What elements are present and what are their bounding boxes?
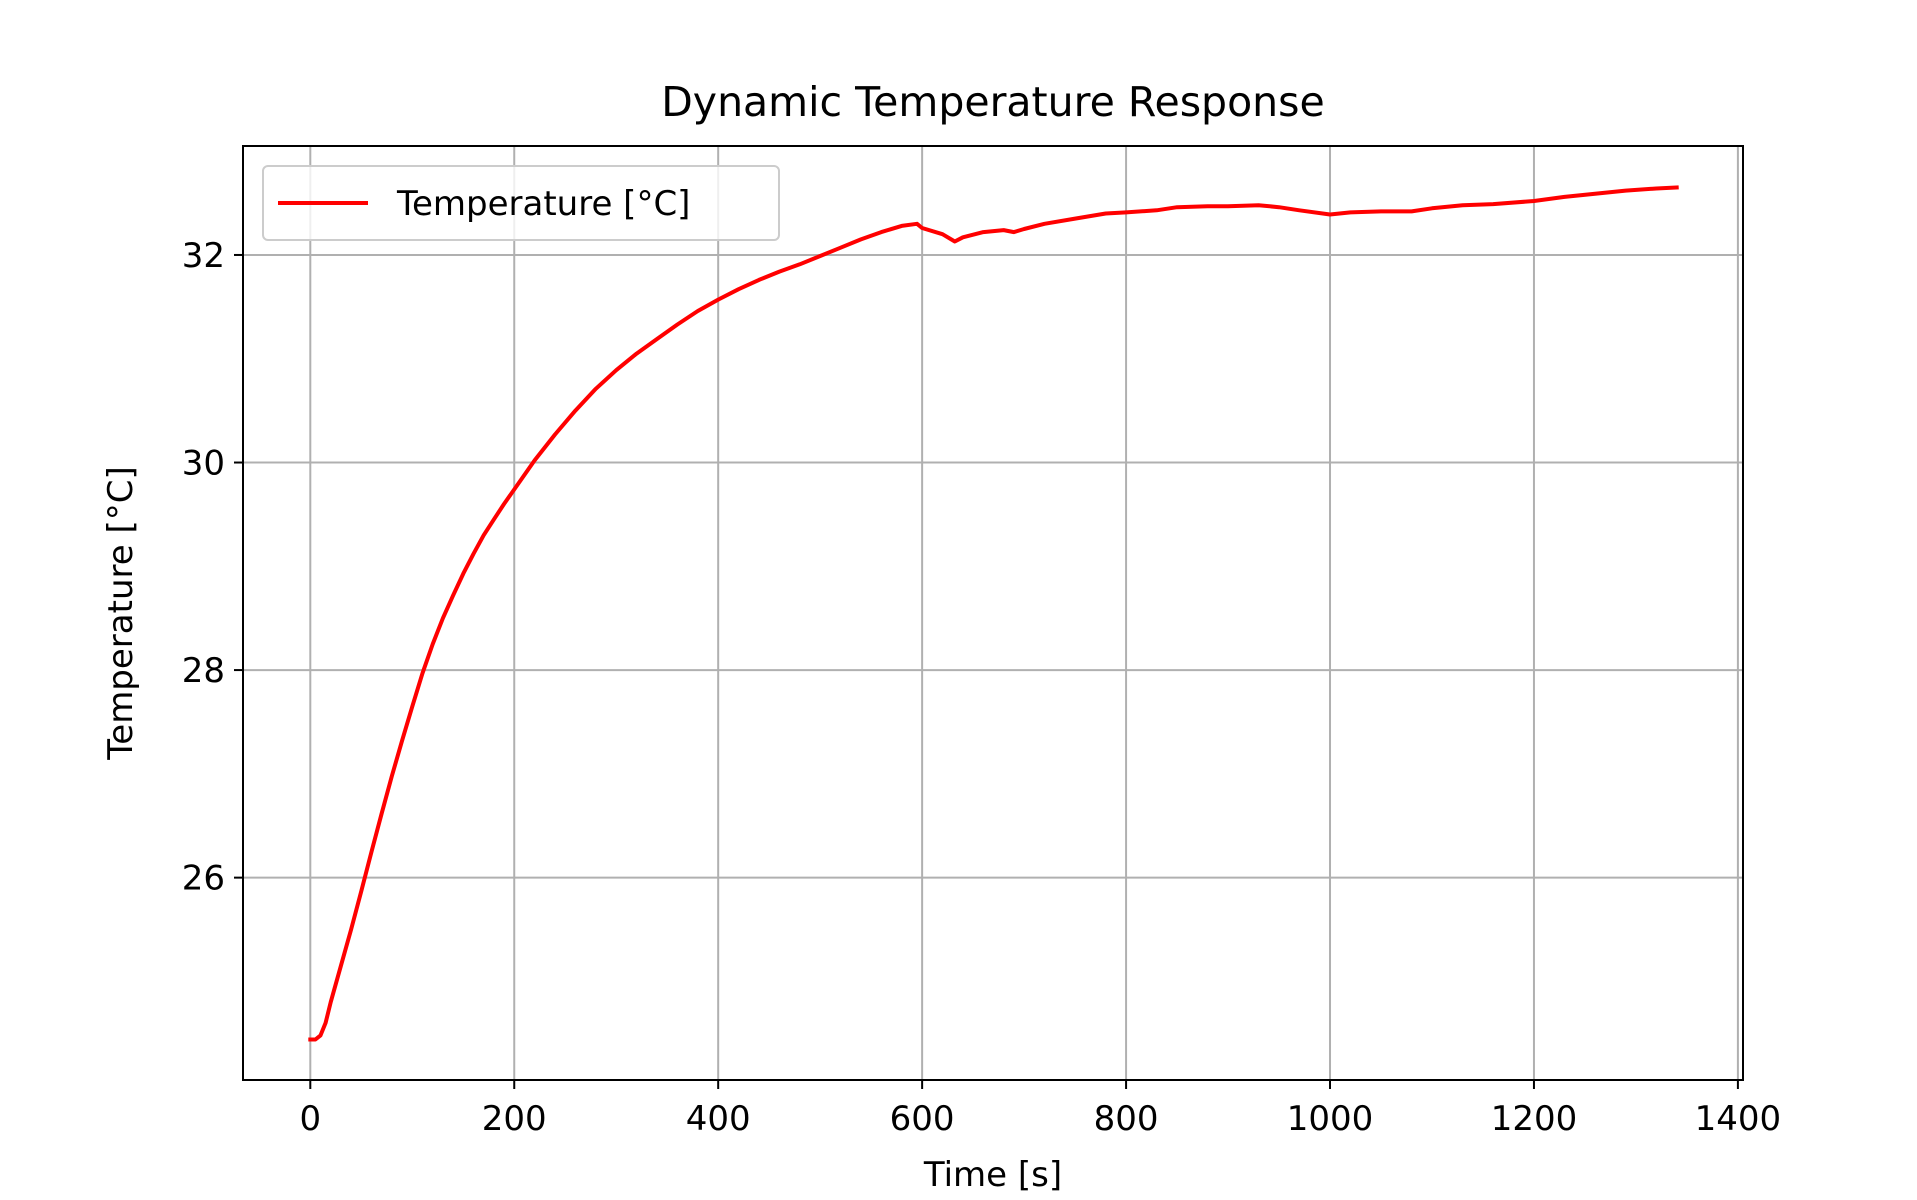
x-tick-label: 200 [482, 1099, 547, 1139]
x-tick-label: 0 [299, 1099, 321, 1139]
legend-label: Temperature [°C] [396, 184, 690, 224]
x-axis-label: Time [s] [923, 1155, 1062, 1195]
y-tick-label: 30 [182, 444, 225, 484]
axis-ticks: 0 200 400 600 800 1000 1200 1400 26 28 30 32 [182, 236, 1781, 1139]
legend-box [262, 165, 780, 241]
chart-title: Dynamic Temperature Response [661, 78, 1325, 126]
x-tick-label: 1000 [1287, 1099, 1374, 1139]
y-tick-label: 32 [182, 236, 225, 276]
temperature-series-line [308, 185, 1679, 1042]
x-tick-label: 1200 [1491, 1099, 1578, 1139]
y-tick-label: 26 [182, 859, 225, 899]
series-layer [308, 185, 1679, 1042]
y-tick-label: 28 [182, 651, 225, 691]
x-tick-label: 400 [686, 1099, 751, 1139]
y-axis-label: Temperature [°C] [101, 466, 141, 760]
x-tick-label: 600 [890, 1099, 955, 1139]
x-tick-label: 1400 [1695, 1099, 1782, 1139]
plot-frame [242, 145, 1744, 1081]
x-tick-label: 800 [1094, 1099, 1159, 1139]
legend: Temperature [°C] [262, 165, 780, 241]
